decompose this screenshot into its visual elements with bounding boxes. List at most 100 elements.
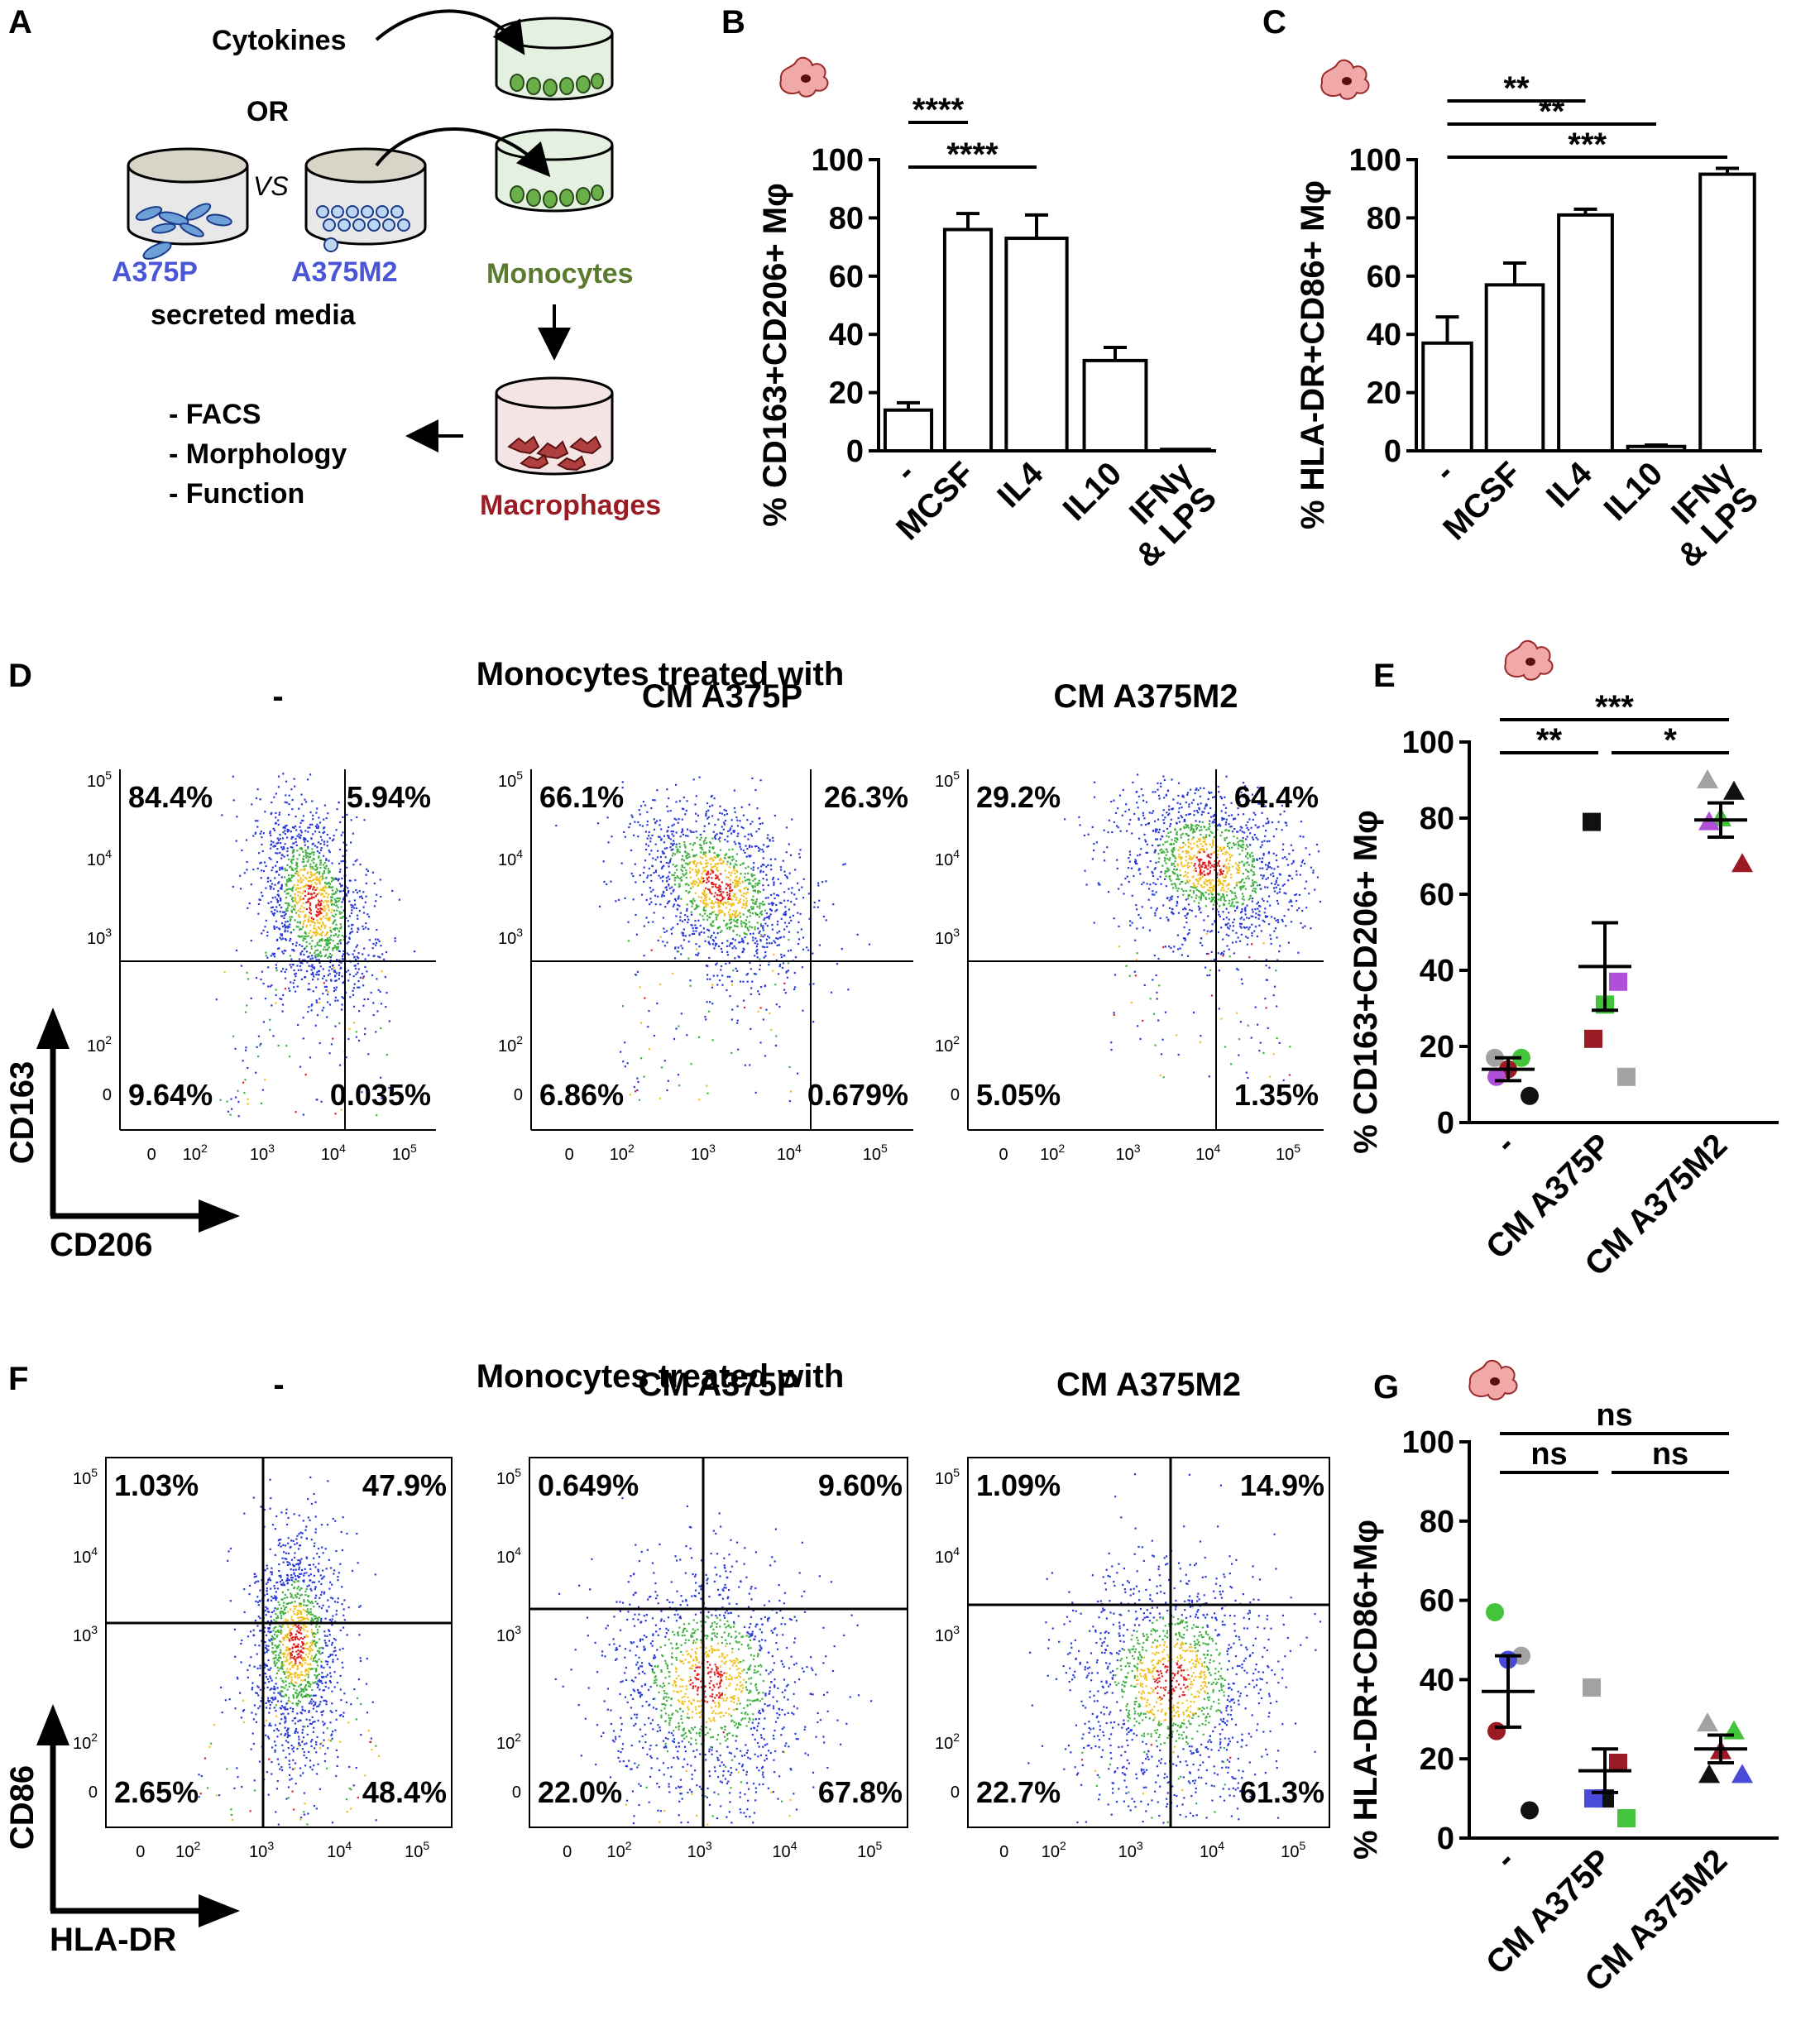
- event-dot: [323, 855, 325, 857]
- event-dot: [714, 823, 716, 826]
- event-dot: [682, 796, 685, 799]
- event-dot: [274, 909, 276, 912]
- event-dot: [315, 913, 318, 917]
- event-dot: [312, 966, 314, 969]
- event-dot: [778, 973, 780, 975]
- event-dot: [1209, 883, 1212, 886]
- event-dot: [754, 955, 756, 957]
- event-dot: [1152, 830, 1155, 832]
- event-dot: [1134, 974, 1137, 977]
- event-dot: [735, 922, 739, 924]
- event-dot: [627, 940, 630, 942]
- event-dot: [1225, 836, 1228, 839]
- event-dot: [705, 862, 707, 865]
- event-dot: [306, 1733, 309, 1736]
- event-dot: [1205, 891, 1207, 893]
- event-dot: [278, 881, 280, 883]
- event-dot: [663, 931, 666, 934]
- event-dot: [698, 879, 702, 883]
- event-dot: [1093, 781, 1096, 783]
- event-dot: [735, 864, 738, 866]
- event-dot: [712, 866, 715, 869]
- event-dot: [264, 811, 266, 813]
- event-dot: [234, 1047, 237, 1050]
- event-dot: [711, 1003, 714, 1005]
- event-dot: [275, 870, 278, 873]
- event-dot: [333, 898, 336, 901]
- event-dot: [744, 932, 746, 935]
- event-dot: [759, 940, 762, 942]
- event-dot: [712, 902, 715, 905]
- event-dot: [1291, 863, 1293, 865]
- event-dot: [797, 1072, 799, 1075]
- event-dot: [230, 1098, 232, 1100]
- event-dot: [308, 1006, 310, 1008]
- event-dot: [364, 1774, 366, 1777]
- event-dot: [670, 842, 673, 845]
- event-dot: [1223, 817, 1225, 820]
- event-dot: [1218, 883, 1220, 886]
- event-dot: [732, 858, 735, 860]
- event-dot: [256, 1046, 258, 1048]
- event-dot: [715, 913, 717, 916]
- event-dot: [290, 831, 292, 833]
- event-dot: [663, 841, 666, 844]
- event-dot: [1258, 905, 1261, 907]
- event-dot: [739, 864, 742, 866]
- event-dot: [318, 859, 322, 862]
- event-dot: [715, 918, 718, 921]
- event-dot: [690, 913, 693, 916]
- event-dot: [1219, 953, 1223, 955]
- event-dot: [1154, 850, 1157, 852]
- event-dot: [301, 945, 304, 947]
- x-axis-marker-label: CD206: [50, 1227, 153, 1263]
- event-dot: [283, 1613, 285, 1616]
- event-dot: [265, 887, 267, 889]
- event-dot: [327, 918, 329, 922]
- flow-f-title: Monocytes treated with: [477, 1358, 845, 1395]
- event-dot: [1199, 890, 1201, 893]
- event-dot: [352, 904, 354, 907]
- event-dot: [271, 1639, 274, 1641]
- event-dot: [672, 844, 674, 846]
- event-dot: [334, 1654, 337, 1657]
- event-dot: [342, 859, 345, 862]
- event-dot: [1278, 1041, 1281, 1044]
- event-dot: [292, 949, 295, 951]
- event-dot: [307, 826, 309, 829]
- event-dot: [709, 912, 711, 916]
- event-dot: [287, 1697, 290, 1699]
- event-dot: [1135, 959, 1138, 961]
- event-dot: [682, 873, 684, 875]
- event-dot: [292, 859, 295, 861]
- event-dot: [338, 898, 342, 900]
- event-dot: [654, 859, 657, 861]
- event-dot: [297, 891, 299, 893]
- event-dot: [295, 864, 298, 866]
- event-dot: [271, 866, 274, 869]
- event-dot: [676, 851, 678, 854]
- event-dot: [659, 1097, 661, 1099]
- event-dot: [1213, 958, 1215, 961]
- event-dot: [1302, 835, 1305, 838]
- event-dot: [758, 993, 760, 996]
- event-dot: [342, 958, 345, 960]
- event-dot: [338, 897, 340, 900]
- event-dot: [708, 1010, 711, 1013]
- event-dot: [1176, 889, 1179, 893]
- event-dot: [665, 930, 668, 932]
- event-dot: [1136, 790, 1138, 793]
- event-dot: [310, 1589, 313, 1592]
- event-dot: [357, 952, 360, 955]
- event-dot: [1275, 828, 1278, 831]
- event-dot: [339, 1740, 342, 1743]
- event-dot: [730, 871, 733, 874]
- event-dot: [782, 859, 784, 862]
- event-dot: [603, 880, 606, 883]
- event-dot: [1199, 838, 1202, 840]
- event-dot: [1214, 899, 1216, 902]
- event-dot: [730, 827, 732, 830]
- event-dot: [1316, 876, 1320, 879]
- event-dot: [689, 830, 692, 832]
